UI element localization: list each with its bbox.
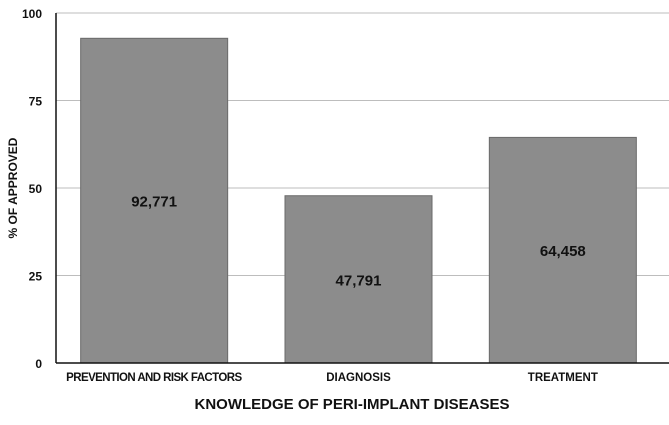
bar: [488, 136, 637, 364]
x-tick-label: TREATMENT: [528, 372, 598, 384]
bars: 92,771 47,791 64,458: [80, 37, 637, 364]
y-tick-label: 50: [29, 182, 43, 196]
x-tick-label: PREVENTION AND RISK FACTORS: [66, 372, 242, 384]
y-tick-labels: 0 25 50 75 100: [22, 7, 42, 371]
bar: [80, 37, 229, 364]
y-axis-label: % OF APPROVED: [6, 137, 20, 238]
y-tick-label: 75: [29, 95, 43, 109]
bar-data-label: 92,771: [131, 194, 177, 211]
bar-data-label: 47,791: [336, 272, 382, 289]
x-tick-labels: PREVENTION AND RISK FACTORS DIAGNOSIS TREA…: [66, 372, 598, 384]
x-tick-label: DIAGNOSIS: [326, 372, 391, 384]
x-axis-label: KNOWLEDGE OF PERI-IMPLANT DISEASES: [194, 396, 509, 413]
bar-data-label: 64,458: [540, 243, 586, 260]
axes: [55, 13, 669, 364]
y-tick-label: 25: [29, 270, 43, 284]
y-tick-label: 0: [35, 357, 42, 371]
y-tick-label: 100: [22, 7, 42, 21]
